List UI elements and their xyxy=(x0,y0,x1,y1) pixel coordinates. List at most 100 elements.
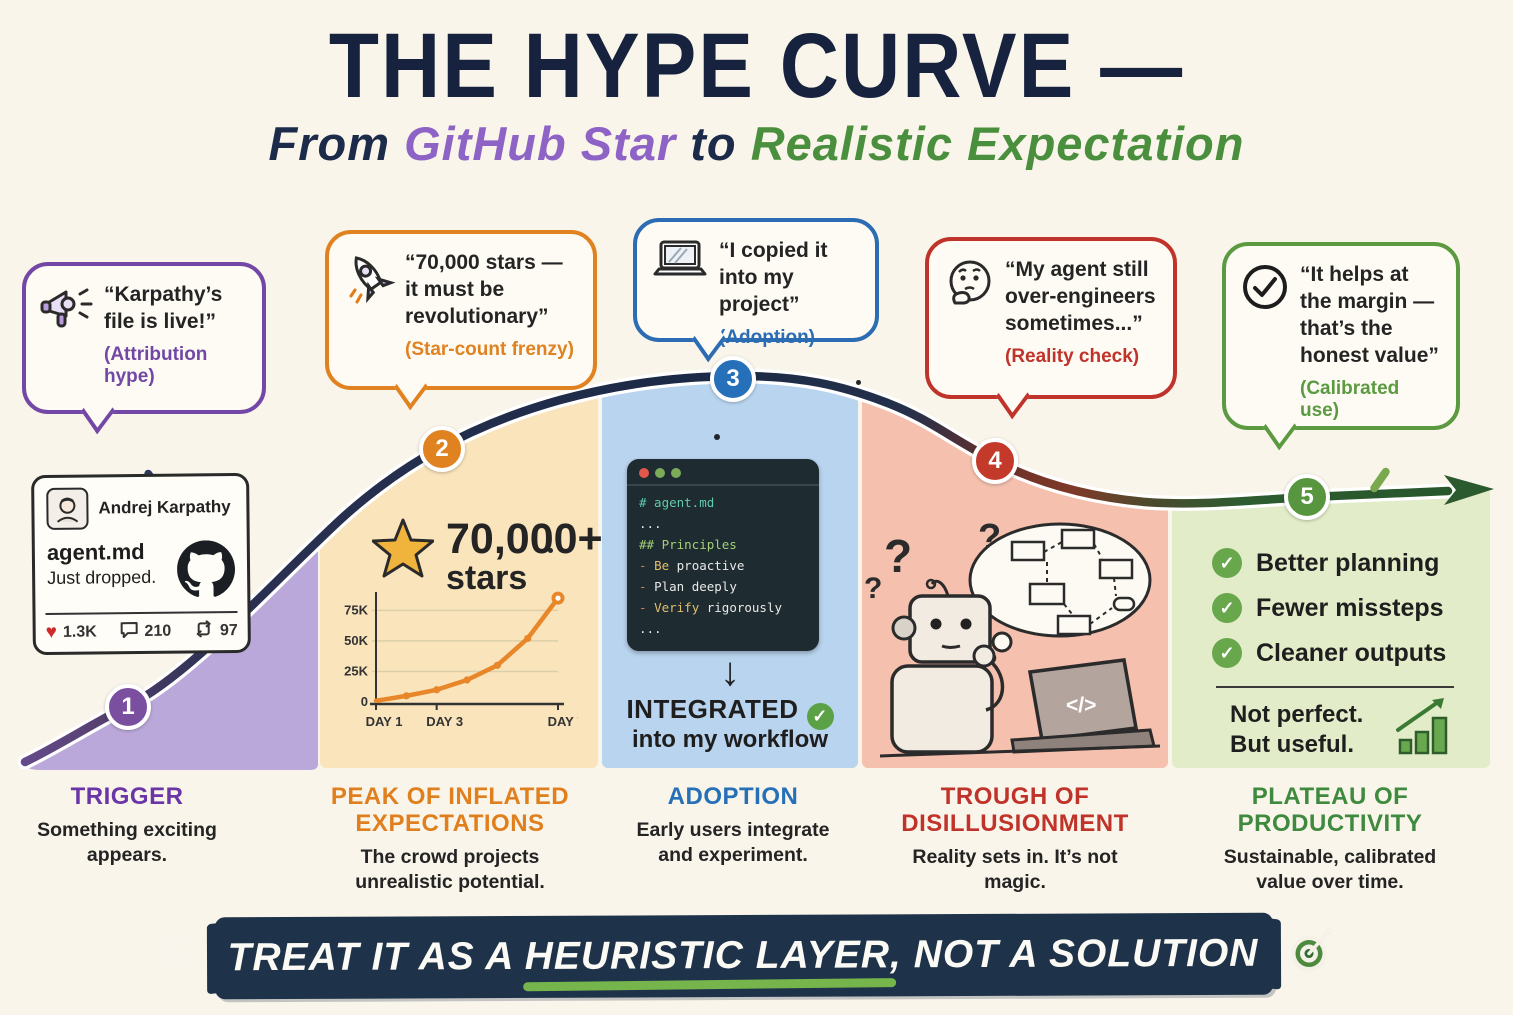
banner-pre: TREAT IT AS A xyxy=(227,934,525,980)
integrated-label: INTEGRATED ✓ xyxy=(615,694,845,730)
stage-label-trough: TROUGH OF DISILLUSIONMENT Reality sets i… xyxy=(890,783,1140,895)
page-subtitle: From GitHub Star to Realistic Expectatio… xyxy=(0,116,1513,171)
down-arrow-icon: ↓ xyxy=(720,650,740,694)
svg-text:DAY 7: DAY 7 xyxy=(548,714,578,729)
stage-desc: Something exciting appears. xyxy=(37,818,217,867)
like-count: 1.3K xyxy=(62,623,97,641)
code-line: - Verify rigorously xyxy=(639,600,783,615)
svg-text:DAY 1: DAY 1 xyxy=(366,714,403,729)
tweet-stats: ♥ 1.3K 210 97 xyxy=(45,610,238,645)
stage-desc: Sustainable, calibrated value over time. xyxy=(1223,845,1437,894)
code-line: - Be proactive xyxy=(639,558,745,573)
comment-count: 210 xyxy=(144,622,172,640)
confused-robot-illustration: ? ? ? xyxy=(864,517,1161,758)
takeaway-banner: TREAT IT AS A HEURISTIC LAYER, NOT A SOL… xyxy=(152,912,1335,1000)
window-minimize-icon xyxy=(655,468,665,478)
ink-speck xyxy=(714,434,720,440)
checklist-item: ✓ Cleaner outputs xyxy=(1212,638,1446,668)
stage-label-plateau: PLATEAU OF PRODUCTIVITY Sustainable, cal… xyxy=(1200,783,1460,895)
robot xyxy=(890,578,1005,754)
window-close-icon xyxy=(639,468,649,478)
code-window: # agent.md... ## Principles - Be proactive… xyxy=(627,459,819,651)
megaphone-icon xyxy=(40,282,94,337)
check-icon: ✓ xyxy=(1212,548,1242,578)
stage-heading: TRIGGER xyxy=(70,783,184,810)
tweet-card: Andrej Karpathy agent.md Just dropped. ♥… xyxy=(31,472,251,656)
bubble-trigger: “Karpathy’s file is live!” (Attribution … xyxy=(22,262,266,435)
star-growth-chart: 75K 50K 25K 0 DAY 1 DAY 3 DAY 7 xyxy=(344,591,578,729)
comment-icon xyxy=(119,621,138,643)
bubble-quote: “It helps at the margin — that’s the hon… xyxy=(1300,263,1439,367)
svg-text:50K: 50K xyxy=(344,633,368,648)
checklist-item: ✓ Better planning xyxy=(1212,548,1446,578)
bubble-quote: “70,000 stars — it must be revolutionary… xyxy=(405,251,563,328)
bubble-peak: “70,000 stars — it must be revolutionary… xyxy=(325,230,597,411)
code-line: - Plan deeply xyxy=(639,579,737,594)
svg-text:25K: 25K xyxy=(344,663,368,678)
subtitle-from: From xyxy=(268,117,391,170)
robot-laptop: </> xyxy=(879,658,1161,758)
window-maximize-icon xyxy=(671,468,681,478)
ink-speck xyxy=(856,380,861,385)
stage-label-trigger: TRIGGER Something exciting appears. xyxy=(27,783,227,869)
benefits-checklist: ✓ Better planning ✓ Fewer missteps ✓ Cleaner … xyxy=(1212,548,1446,683)
stage-heading: TROUGH OF DISILLUSIONMENT xyxy=(901,783,1129,837)
bubble-plateau: “It helps at the margin — that’s the hon… xyxy=(1222,242,1460,451)
banner-post: , NOT A SOLUTION xyxy=(889,931,1259,977)
bubble-tag: (Adoption) xyxy=(719,326,816,348)
stage-desc: Early users integrate and experiment. xyxy=(636,818,830,867)
stage-label-peak: PEAK OF INFLATED EXPECTATIONS The crowd … xyxy=(330,783,570,895)
svg-text:75K: 75K xyxy=(344,602,368,617)
code-glyph: </> xyxy=(1066,694,1096,717)
question-mark: ? xyxy=(864,572,882,605)
checklist-label: Cleaner outputs xyxy=(1256,638,1447,667)
rocket-icon xyxy=(343,250,396,313)
github-logo-icon xyxy=(177,540,236,604)
repost-icon xyxy=(194,620,214,642)
workflow-label: into my workflow xyxy=(631,726,828,753)
code-line: ... xyxy=(639,621,662,636)
bubble-tag: (Reality check) xyxy=(1005,345,1140,367)
curve-arrowhead xyxy=(1444,475,1494,505)
subtitle-github-star: GitHub Star xyxy=(404,117,677,170)
banner-text: TREAT IT AS A HEURISTIC LAYER, NOT A SOL… xyxy=(228,932,1259,980)
bubble-tag: (Calibrated use) xyxy=(1300,377,1400,421)
question-mark: ? xyxy=(884,530,912,582)
check-icon: ✓ xyxy=(1212,593,1242,623)
check-circle-icon xyxy=(1240,262,1290,317)
tweet-author: Andrej Karpathy xyxy=(98,497,231,518)
stage-number-1: 1 xyxy=(105,684,151,730)
stage1-watercolor xyxy=(25,538,319,770)
stars-headline: 70,000+ stars xyxy=(371,515,603,597)
lightbulb-icon xyxy=(149,927,201,990)
bubble-quote: “I copied it into my project” xyxy=(719,239,828,316)
banner-underlined: HEURISTIC LAYER xyxy=(524,933,891,978)
stage-desc: Reality sets in. It’s not magic. xyxy=(912,845,1118,894)
target-icon xyxy=(1284,924,1338,983)
stage-number-2: 2 xyxy=(419,426,465,472)
code-line: ... xyxy=(639,516,662,531)
divider xyxy=(1216,686,1454,688)
star-icon xyxy=(371,518,435,583)
laptop-icon xyxy=(651,238,709,289)
star-count: 70,000+ xyxy=(446,515,603,563)
svg-text:0: 0 xyxy=(361,694,368,709)
bubble-adoption: “I copied it into my project” (Adoption) xyxy=(633,218,879,363)
stage-number-4: 4 xyxy=(972,438,1018,484)
thinking-face-icon xyxy=(943,257,995,318)
stage-panel-5 xyxy=(1172,430,1490,768)
stage-heading: ADOPTION xyxy=(667,783,799,810)
page-title: THE HYPE CURVE — xyxy=(328,15,1185,118)
bubble-quote: “Karpathy’s file is live!” xyxy=(104,283,223,333)
checklist-label: Better planning xyxy=(1256,548,1440,577)
growth-chart-icon xyxy=(1392,696,1450,763)
bubble-tag: (Attribution hype) xyxy=(104,343,208,387)
integrated-word: INTEGRATED xyxy=(626,694,799,724)
ink-speck xyxy=(548,548,553,553)
checklist-label: Fewer missteps xyxy=(1256,593,1444,622)
code-content: # agent.md... ## Principles - Be proactive… xyxy=(627,492,819,639)
stage-number-3: 3 xyxy=(710,356,756,402)
subtitle-to: to xyxy=(690,117,737,170)
code-line: ## Principles xyxy=(639,537,737,552)
stage-heading: PEAK OF INFLATED EXPECTATIONS xyxy=(330,783,570,837)
